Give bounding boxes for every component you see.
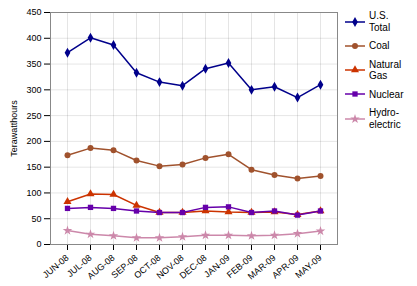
svg-text:APR-09: APR-09 (270, 252, 301, 281)
html-text:Natural Gas: Natural Gas (369, 58, 402, 81)
svg-text:NOV-08: NOV-08 (154, 252, 186, 281)
svg-text:MAR-09: MAR-09 (245, 252, 278, 282)
svg-text:50: 50 (31, 214, 41, 224)
svg-text:MAY-09: MAY-09 (293, 253, 323, 281)
svg-text:100: 100 (26, 188, 41, 198)
svg-text:JUN-08: JUN-08 (41, 253, 71, 280)
svg-text:Terawatthours: Terawatthours (9, 100, 19, 157)
svg-text:AUG-08: AUG-08 (85, 252, 117, 282)
html-text:U.S. Total: U.S. Total (369, 10, 391, 33)
svg-text:250: 250 (26, 110, 41, 120)
svg-text:150: 150 (26, 162, 41, 172)
svg-text:DEC-08: DEC-08 (178, 253, 209, 281)
svg-text:350: 350 (26, 59, 41, 69)
svg-text:SEP-08: SEP-08 (109, 252, 140, 281)
html-text:Hydro- electric: Hydro- electric (369, 107, 401, 130)
html-text:Nuclear: Nuclear (369, 88, 404, 100)
svg-text:FEB-09: FEB-09 (224, 252, 255, 280)
svg-text:450: 450 (26, 7, 41, 17)
svg-text:300: 300 (26, 85, 41, 95)
svg-text:OCT-08: OCT-08 (132, 252, 163, 281)
html-text:Coal: Coal (369, 40, 390, 51)
svg-text:400: 400 (26, 33, 41, 43)
svg-text:0: 0 (36, 239, 41, 249)
svg-text:JAN-09: JAN-09 (202, 252, 232, 280)
svg-text:200: 200 (26, 136, 41, 146)
svg-text:JUL-08: JUL-08 (65, 252, 94, 279)
